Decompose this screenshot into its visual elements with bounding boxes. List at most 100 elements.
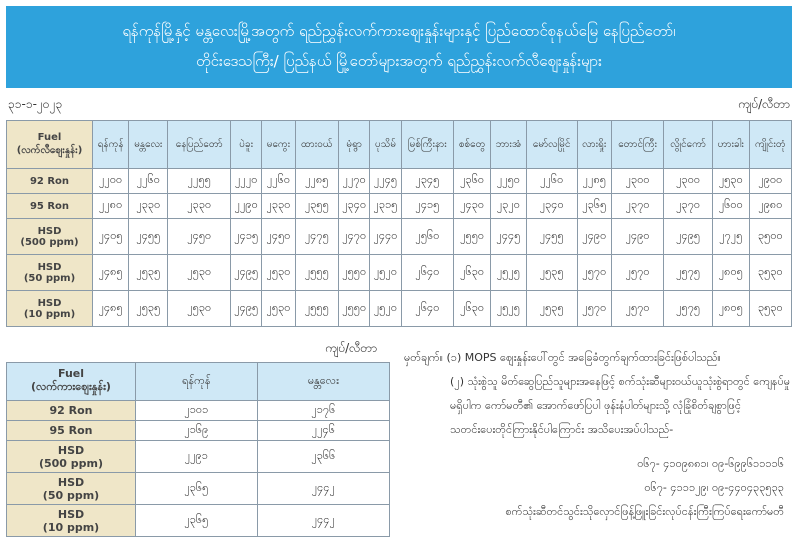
fuel-type: HSD (50 ppm) <box>6 472 136 505</box>
price-cell: ၂၈၀၅ <box>711 254 750 291</box>
price-cell: ၂၃၆၅ <box>135 472 258 505</box>
price-cell: ၂၄၄၅ <box>490 218 527 255</box>
city-header: ဟားခါး <box>711 120 750 169</box>
retail-price-table: Fuel (လက်လီဈေးနှုန်း) ရန်ကုန် မန္တလေး နေပြည်… <box>5 120 793 327</box>
price-cell: ၂၂၅၅ <box>167 168 232 194</box>
price-cell: ၂၃၀၀ <box>663 168 713 194</box>
price-cell: ၂၅၂၀ <box>369 290 402 327</box>
fuel-type: 92 Ron <box>6 400 136 421</box>
fuel-name: 95 Ron <box>29 200 70 212</box>
fuel-name: HSD <box>37 225 62 237</box>
price-cell: ၂၆၃၀ <box>453 290 492 327</box>
fuel-name: 92 Ron <box>49 404 93 417</box>
price-cell: ၂၃၆၅ <box>576 193 612 219</box>
price-cell: ၂၅၇၅ <box>663 290 713 327</box>
fuel-type: HSD (10 ppm) <box>5 290 94 327</box>
title-line-2: တိုင်းဒေသကြီး/ ပြည်နယ် မြို့တော်များအတွက… <box>196 52 602 70</box>
price-cell: ၂၃၅၅ <box>294 193 340 219</box>
phone-2: ၀၆၇- ၄၁၁၁၂၉၊ ၀၉-၄၄၀၄၃၃၅၃၃ <box>644 481 784 494</box>
price-cell: ၂၂၄၆ <box>256 420 391 441</box>
price-cell: ၂၅၇၅ <box>663 254 713 291</box>
city-header: လားရှိုး <box>576 120 612 169</box>
table-row: HSD (10 ppm) ၂၃၆၅ ၂၄၄၂ <box>6 504 391 537</box>
fuel-header-label: Fuel <box>57 367 85 380</box>
price-cell: ၂၃၃၀ <box>128 193 169 219</box>
fuel-header-label: Fuel <box>37 131 62 143</box>
committee-name: စက်သုံးဆီတင်သွင်းသိုလှောင်ဖြန့်ဖြူးခြင်း… <box>505 505 784 518</box>
fuel-name: HSD <box>57 475 85 489</box>
price-cell: ၂၃၇၀ <box>663 193 713 219</box>
price-cell: ၂၂၉၀ <box>230 193 263 219</box>
fuel-header-sub: (လက်ကားဈေးနှုန်း) <box>31 380 111 393</box>
fuel-grade: (50 ppm) <box>42 488 100 502</box>
city-header: မန္တလေး <box>128 120 169 169</box>
price-cell: ၂၄၇၀ <box>338 218 371 255</box>
fuel-type: HSD (500 ppm) <box>5 218 94 255</box>
price-cell: ၂၃၀၀ <box>610 168 665 194</box>
price-cell: ၂၂၈၅ <box>294 168 340 194</box>
unit-label: ကျပ်/လီတာ <box>737 97 790 111</box>
price-cell: ၂၅၅၀ <box>338 290 371 327</box>
fuel-name: HSD <box>37 297 62 309</box>
price-cell: ၂၅၇၀ <box>610 254 665 291</box>
price-cell: ၂၅၃၅ <box>128 254 169 291</box>
city-header: ကျိုင်းတုံ <box>748 120 793 169</box>
price-cell: ၂၂၂၀ <box>230 168 263 194</box>
city-header: ဘားအံ <box>490 120 527 169</box>
table-row: 92 Ron ၂၁၀၁ ၂၁၇၆ <box>6 400 391 421</box>
fuel-type: 95 Ron <box>5 193 94 219</box>
price-cell: ၂၂၉၁ <box>135 440 258 473</box>
price-cell: ၂၆၃၀ <box>453 254 492 291</box>
price-cell: ၃၅၃၀ <box>748 254 793 291</box>
price-cell: ၂၃၆၆ <box>256 440 391 473</box>
price-cell: ၂၂၇၀ <box>338 168 371 194</box>
price-cell: ၂၅၂၀ <box>369 254 402 291</box>
price-cell: ၂၅၅၀ <box>338 254 371 291</box>
price-cell: ၂၁၇၆ <box>256 400 391 421</box>
table-row: HSD (10 ppm) ၂၄၈၅ ၂၅၃၅ ၂၅၃၀ ၂၄၉၅ ၂၅၃၀ ၂၅၅၅ ၂၅၅၀၂… <box>5 290 793 327</box>
fuel-name: 92 Ron <box>29 175 70 187</box>
price-cell: ၂၄၄၂ <box>256 472 391 505</box>
price-cell: ၂၄၅၅ <box>128 218 169 255</box>
price-cell: ၂၂၈၀ <box>92 193 130 219</box>
city-header: ရန်ကုန် <box>92 120 130 169</box>
fuel-type: HSD (50 ppm) <box>5 254 94 291</box>
fuel-name: HSD <box>57 443 85 457</box>
fuel-header: Fuel (လက်ကားဈေးနှုန်း) <box>6 362 136 401</box>
note-2-line-3: သတင်းပေးတိုင်ကြားနိုင်ပါကြောင်း အသိပေးအပ… <box>450 423 674 436</box>
unit-label-2: ကျပ်/လီတာ <box>325 341 378 355</box>
date: ၃၁-၁-၂၀၂၃ <box>8 97 63 111</box>
price-cell: ၂၁၀၁ <box>135 400 258 421</box>
wholesale-price-table: Fuel (လက်ကားဈေးနှုန်း) ရန်ကုန် မန္တလေး 92 R… <box>6 362 391 537</box>
price-cell: ၂၄၅၅ <box>525 218 578 255</box>
note-2-line-1: (၂) သုံးစွဲသူ မိတ်ဆွေပြည်သူများအနေဖြင့် … <box>450 375 791 388</box>
price-cell: ၂၁၆၉ <box>135 420 258 441</box>
price-cell: ၂၅၂၅ <box>490 254 527 291</box>
price-cell: ၂၅၃၀ <box>711 168 750 194</box>
price-cell: ၂၅၃၅ <box>525 290 578 327</box>
price-cell: ၂၅၇၀ <box>576 290 612 327</box>
fuel-type: 92 Ron <box>5 168 94 194</box>
city-header: ရန်ကုန် <box>135 362 258 401</box>
price-cell: ၂၃၄၀ <box>525 193 578 219</box>
city-header: လွိုင်ကော် <box>663 120 713 169</box>
fuel-grade: (10 ppm) <box>23 308 76 320</box>
price-cell: ၂၅၃၅ <box>525 254 578 291</box>
price-cell: ၂၂၅၀ <box>490 168 527 194</box>
price-cell: ၂၄၇၅ <box>294 218 340 255</box>
price-cell: ၂၄၅၀ <box>261 218 296 255</box>
fuel-type: HSD (500 ppm) <box>6 440 136 473</box>
city-header: ထားဝယ် <box>294 120 340 169</box>
price-cell: ၂၅၅၀ <box>453 218 492 255</box>
price-cell: ၃၅၀၀ <box>748 218 793 255</box>
price-cell: ၂၄၈၅ <box>92 290 130 327</box>
price-cell: ၂၄၁၅ <box>400 193 455 219</box>
price-cell: ၂၃၆၅ <box>135 504 258 537</box>
notes: မှတ်ချက်။ (၁) MOPS ဈေးနှုန်းပေါ်တွင် အခြ… <box>404 346 794 524</box>
phone-1: ၀၆၇- ၄၁၀၉၈၈၁၊ ၀၉-၆၉၉၆၁၁၁၁၆ <box>637 457 784 470</box>
price-cell: ၂၃၄၀ <box>338 193 371 219</box>
price-cell: ၂၄၀၅ <box>92 218 130 255</box>
price-cell: ၂၈၀၅ <box>711 290 750 327</box>
price-cell: ၂၃၆၀ <box>453 168 492 194</box>
fuel-grade: (50 ppm) <box>23 272 76 284</box>
